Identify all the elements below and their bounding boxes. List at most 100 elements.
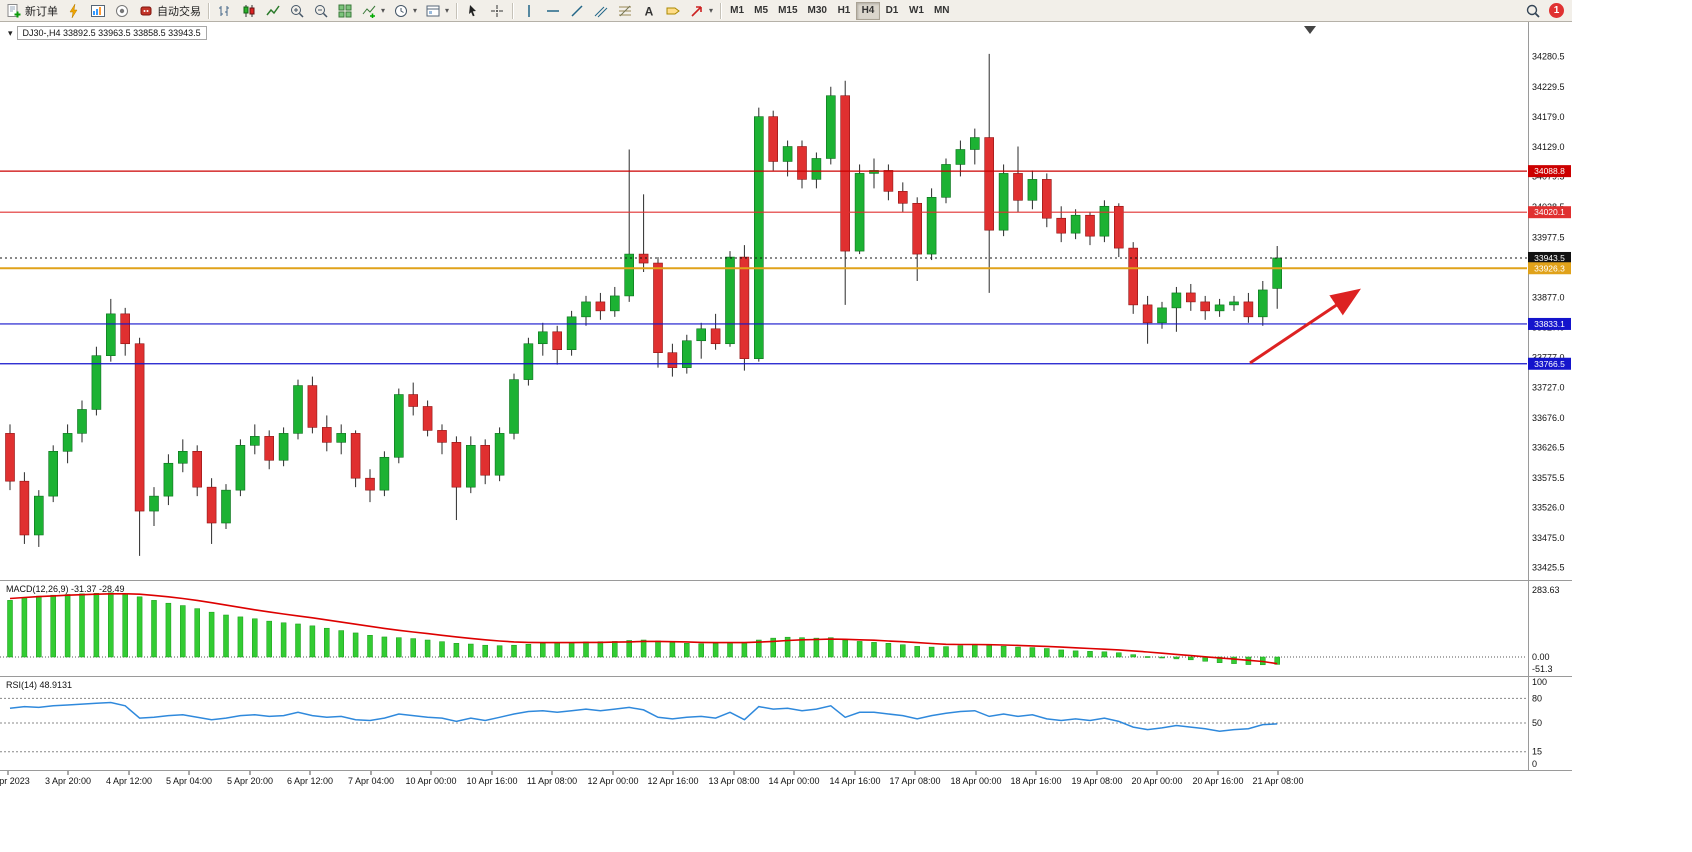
cursor-tool-button[interactable] [461,1,485,21]
timeframe-d1-button[interactable]: D1 [880,2,904,20]
channel-tool-button[interactable] [589,1,613,21]
line-chart-icon [266,5,280,15]
candle [451,442,462,488]
arrows-tool-button[interactable]: ▾ [685,1,717,21]
svg-text:0: 0 [1532,759,1537,769]
candle [437,430,447,443]
chart-canvas[interactable]: 34280.534229.534179.034129.034079.534028… [0,0,1572,790]
notification-badge[interactable]: 1 [1549,3,1564,18]
quick-trade-button[interactable] [62,1,86,21]
candle [494,433,505,476]
candle [178,451,188,464]
chart-background [0,0,1572,790]
periods-button[interactable]: ▾ [389,1,421,21]
search-button[interactable] [1521,1,1545,21]
chart-shift-marker-icon[interactable] [1304,26,1316,34]
svg-text:34229.5: 34229.5 [1532,82,1565,92]
candle [408,394,419,407]
svg-text:4 Apr 12:00: 4 Apr 12:00 [106,776,152,786]
svg-text:33526.0: 33526.0 [1532,502,1565,512]
line-chart-mode-button[interactable] [261,1,285,21]
macd-bar [640,639,647,658]
candle [667,352,678,368]
zoom-in-button[interactable] [285,1,309,21]
candle [1128,247,1138,306]
macd-bar [151,600,157,658]
tile-windows-button[interactable] [333,1,357,21]
macd-bar [1173,656,1180,660]
macd-bar [1058,649,1064,658]
horizontal-lines[interactable] [0,170,1527,365]
time-axis[interactable]: 3 Apr 2023 3 Apr 20:00 4 Apr 12:00 5 Apr 04… [0,771,1304,786]
bar-chart-mode-button[interactable] [213,1,237,21]
macd-bar [381,636,388,658]
crosshair-tool-button[interactable] [485,1,509,21]
candle [1272,257,1282,289]
candle [235,445,246,491]
candle [422,406,433,431]
svg-text:12 Apr 16:00: 12 Apr 16:00 [647,776,698,786]
candle [1070,214,1081,234]
timeframe-w1-button[interactable]: W1 [904,2,929,20]
indicators-button[interactable]: ▾ [357,1,389,21]
svg-text:5 Apr 04:00: 5 Apr 04:00 [166,776,212,786]
candle [566,316,577,351]
macd-bar [784,636,791,658]
macd-bar [180,605,186,658]
macd-bar [871,642,877,658]
candle [509,379,519,434]
macd-bar [583,641,589,658]
candle [91,355,102,410]
candle [696,328,707,342]
timeframe-m30-button[interactable]: M30 [803,2,832,20]
timeframe-m1-button[interactable]: M1 [725,2,749,20]
timeframe-m15-button[interactable]: M15 [773,2,802,20]
candle [1171,292,1182,309]
zoom-out-button[interactable] [309,1,333,21]
svg-text:3 Apr 2023: 3 Apr 2023 [0,776,30,786]
label-tool-button[interactable] [661,1,685,21]
text-tool-button[interactable]: A [637,1,661,21]
svg-text:33943.5: 33943.5 [1534,253,1565,263]
autotrading-button[interactable]: 自动交易 [134,1,205,21]
macd-bar [612,641,618,658]
candlestick-mode-button[interactable] [237,1,261,21]
toolbar-separator [720,2,723,19]
indicators-icon [362,5,376,18]
new-order-label: 新订单 [25,5,58,18]
svg-text:33833.1: 33833.1 [1534,319,1565,329]
candle [609,295,620,312]
community-button[interactable] [110,1,134,21]
fibonacci-tool-button[interactable] [613,1,637,21]
timeframe-mn-button[interactable]: MN [929,2,955,20]
macd-bar [50,594,56,658]
ohlc-bars-icon [219,5,229,16]
svg-text:20 Apr 00:00: 20 Apr 00:00 [1131,776,1182,786]
trend-arrow-annotation[interactable] [1249,288,1361,365]
new-order-button[interactable]: 新订单 [2,1,62,21]
horizontal-line-tool-button[interactable] [541,1,565,21]
timeframe-m5-button[interactable]: M5 [749,2,773,20]
svg-text:-51.3: -51.3 [1532,664,1553,674]
tile-windows-icon [338,4,352,17]
candle [307,385,318,428]
new-order-icon [7,3,21,17]
vertical-line-tool-button[interactable] [517,1,541,21]
new-chart-button[interactable] [86,1,110,21]
timeframe-h4-button[interactable]: H4 [855,1,880,20]
price-tag [1528,262,1571,275]
candle [480,445,491,476]
candle [1027,179,1038,201]
macd-bar [799,637,805,658]
zoom-in-icon [291,4,304,18]
oneclick-trading-arrow-icon[interactable]: ▾ [8,27,13,38]
macd-bar [756,639,762,658]
templates-button[interactable]: ▾ [421,1,453,21]
timeframe-h1-button[interactable]: H1 [832,2,856,20]
candle [811,158,822,180]
trendline-tool-button[interactable] [565,1,589,21]
macd-bar [367,635,373,658]
svg-text:11 Apr 08:00: 11 Apr 08:00 [527,776,577,786]
candle [250,436,260,446]
macd-bar [237,616,244,658]
